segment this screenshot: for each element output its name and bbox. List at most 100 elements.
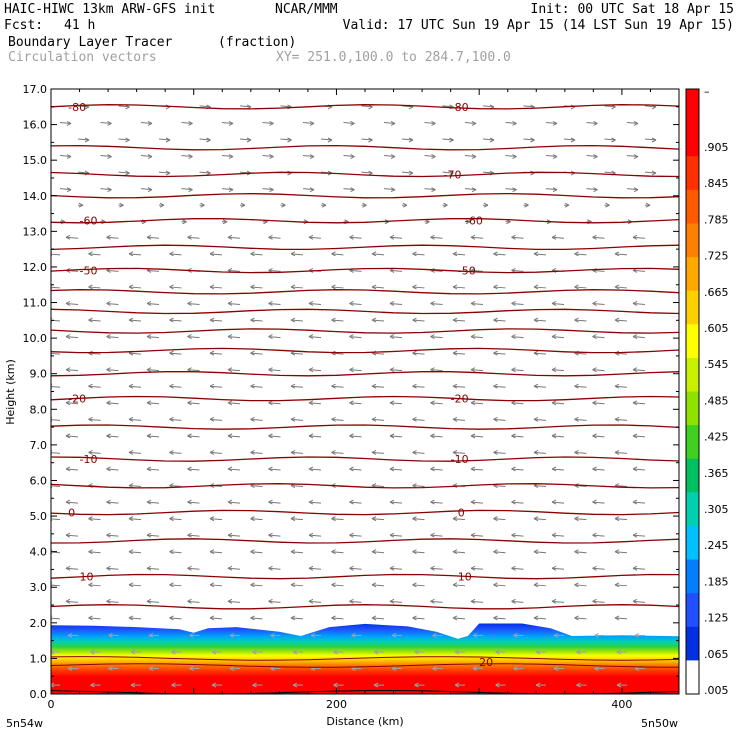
circulation-vector xyxy=(551,234,565,240)
colorbar-swatch xyxy=(686,357,699,393)
temperature-contour xyxy=(51,171,679,178)
circulation-vector xyxy=(292,682,303,688)
field-name: Boundary Layer Tracer xyxy=(8,35,173,50)
circulation-vector xyxy=(614,582,628,588)
temperature-contour xyxy=(51,267,679,274)
circulation-vector xyxy=(349,532,362,538)
circulation-vector xyxy=(187,433,200,439)
colorbar-swatch xyxy=(686,189,699,225)
circulation-vector xyxy=(227,234,241,240)
circulation-vector xyxy=(209,317,223,323)
init-time: Init: 00 UTC Sat 18 Apr 15 xyxy=(530,2,735,17)
circulation-vector xyxy=(268,367,281,373)
circulation-vector xyxy=(349,499,362,505)
circulation-vector xyxy=(268,466,281,472)
circulation-vector xyxy=(349,565,362,571)
temperature-contour xyxy=(51,328,679,334)
circulation-vector xyxy=(614,317,628,323)
circulation-vector xyxy=(371,284,385,290)
temperature-contour xyxy=(51,244,679,251)
circulation-vector xyxy=(592,334,605,340)
circulation-vector xyxy=(292,649,303,655)
circulation-vector xyxy=(169,549,182,555)
circulation-vector xyxy=(59,121,72,126)
circulation-vector xyxy=(574,383,587,389)
circulation-vector xyxy=(106,565,119,571)
colorbar-swatch xyxy=(686,458,699,493)
circulation-vector xyxy=(470,367,484,373)
circulation-vector xyxy=(88,251,101,257)
circulation-vector xyxy=(106,466,119,472)
circulation-vector xyxy=(389,433,403,439)
circulation-vector xyxy=(371,615,385,621)
contour-label: -10 xyxy=(451,453,469,466)
y-tick-label: 3.0 xyxy=(30,581,48,594)
circulation-vector xyxy=(430,433,443,439)
colorbar-label: .785 xyxy=(704,213,729,226)
circulation-vector xyxy=(302,187,315,193)
circulation-vector xyxy=(268,598,281,604)
circulation-vector xyxy=(106,433,119,439)
circulation-vector xyxy=(209,615,223,621)
circulation-vector xyxy=(361,202,367,208)
circulation-vector xyxy=(533,284,547,290)
x-tick-label: 400 xyxy=(611,698,632,711)
circulation-vector xyxy=(169,317,182,323)
circulation-vector xyxy=(169,516,182,522)
colorbar-top-marker: – xyxy=(704,85,710,98)
circulation-vector xyxy=(493,416,506,422)
circulation-vector xyxy=(412,516,425,522)
y-tick-label: 14.0 xyxy=(23,190,48,203)
circulation-vector xyxy=(268,301,281,306)
circulation-vector xyxy=(158,137,171,143)
circulation-vector xyxy=(106,334,119,340)
circulation-vector xyxy=(614,516,628,522)
circulation-vector xyxy=(412,416,425,422)
circulation-vector xyxy=(574,251,587,257)
circulation-vector xyxy=(495,649,506,655)
circulation-vector xyxy=(128,549,142,555)
circulation-vector xyxy=(187,532,200,538)
circulation-vector xyxy=(65,400,79,406)
y-tick-label: 8.0 xyxy=(30,403,48,416)
circulation-vector xyxy=(604,137,616,143)
circulation-vector xyxy=(331,449,344,455)
colorbar-label: .125 xyxy=(704,612,729,625)
temperature-contour xyxy=(51,371,679,377)
circulation-vector xyxy=(576,649,587,655)
circulation-vector xyxy=(551,301,565,306)
circulation-vector xyxy=(574,549,587,555)
circulation-vector xyxy=(493,383,506,389)
colorbar-swatch xyxy=(686,492,699,527)
circulation-vector xyxy=(592,532,605,538)
circulation-vector xyxy=(51,649,60,655)
circulation-vector xyxy=(65,433,79,439)
circulation-vector xyxy=(412,615,425,621)
circulation-vector xyxy=(452,582,466,588)
circulation-vector xyxy=(169,383,182,389)
contour-label: 20 xyxy=(479,656,493,669)
circulation-vector xyxy=(424,154,436,159)
circulation-vector xyxy=(645,202,651,208)
circulation-vector xyxy=(533,350,547,356)
circulation-vector xyxy=(383,187,396,193)
circulation-vector xyxy=(632,367,646,373)
circulation-vector xyxy=(211,682,222,688)
y-tick-label: 15.0 xyxy=(23,154,48,167)
circulation-vector xyxy=(268,234,281,240)
circulation-vector xyxy=(464,154,477,159)
colorbar-swatch xyxy=(686,156,699,191)
x-tick-label: 200 xyxy=(326,698,347,711)
circulation-vector xyxy=(268,334,281,340)
temperature-contour xyxy=(51,573,679,580)
circulation-vector xyxy=(290,317,304,323)
circulation-vector xyxy=(262,121,274,126)
circulation-vector xyxy=(349,598,362,604)
circulation-vector xyxy=(511,234,524,240)
colorbar-label: .725 xyxy=(704,250,729,263)
circulation-vector xyxy=(128,483,142,488)
contour-label: -70 xyxy=(444,168,462,181)
circulation-vector xyxy=(290,251,304,257)
y-tick-label: 13.0 xyxy=(23,225,48,238)
circulation-vector xyxy=(227,532,241,538)
